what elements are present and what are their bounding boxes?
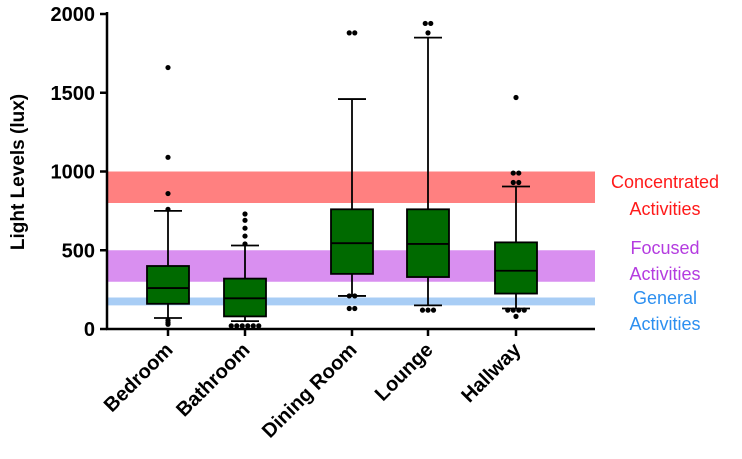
outlier-dining-room-3	[352, 293, 358, 299]
category-label-dining-room: Dining Room	[258, 339, 362, 443]
outlier-bedroom-6	[165, 64, 171, 71]
outlier-bathroom-9	[242, 217, 248, 223]
outlier-hallway-2	[510, 307, 516, 313]
outlier-hallway-1	[505, 307, 511, 313]
box-hallway	[494, 94, 538, 319]
outlier-hallway-8	[516, 170, 522, 176]
labels: Concentrated Activities Focused Activities G…	[611, 172, 719, 334]
outlier-lounge-1	[425, 307, 431, 313]
y-tick-label-500: 500	[62, 240, 95, 262]
outlier-bathroom-0	[228, 323, 234, 329]
outlier-bedroom-3	[165, 206, 171, 212]
outlier-bathroom-1	[234, 323, 240, 329]
outlier-dining-room-0	[346, 305, 352, 312]
box-bedroom	[146, 64, 190, 327]
y-tick-label-1500: 1500	[51, 83, 96, 105]
y-axis-title: Light Levels (lux)	[8, 94, 29, 250]
axes: 0 500 1000 1500 2000 Light Levels (lux) Bedroo…	[8, 4, 595, 443]
outlier-bathroom-2	[239, 323, 245, 329]
outlier-bedroom-2	[165, 321, 171, 327]
outlier-hallway-3	[516, 307, 522, 313]
band-label-general-activities-line2: Activities	[629, 314, 700, 334]
outlier-dining-room-2	[346, 293, 352, 299]
category-label-bathroom: Bathroom	[172, 339, 254, 421]
outlier-bedroom-1	[165, 317, 171, 323]
outlier-lounge-0	[419, 307, 426, 313]
box-body-dining-room	[330, 208, 374, 275]
outlier-lounge-3	[425, 30, 431, 36]
outlier-lounge-2	[430, 307, 437, 313]
band-label-focused-activities-line1: Focused	[630, 238, 699, 258]
band-label-focused-activities-line2: Activities	[629, 264, 700, 284]
band-label-concentrated-activities-line2: Activities	[629, 199, 700, 219]
outlier-lounge-4	[422, 20, 428, 27]
y-tick-label-2000: 2000	[51, 4, 96, 26]
box-body-hallway	[494, 241, 538, 295]
outlier-bathroom-6	[242, 241, 248, 247]
outlier-bedroom-4	[165, 190, 171, 197]
outlier-hallway-7	[510, 170, 516, 176]
y-tick-label-1000: 1000	[51, 162, 96, 184]
band-label-concentrated-activities-line1: Concentrated	[611, 172, 719, 192]
category-label-lounge: Lounge	[371, 339, 438, 406]
outlier-dining-room-5	[352, 30, 358, 36]
outlier-hallway-9	[513, 94, 519, 101]
outlier-dining-room-4	[346, 30, 352, 36]
band-label-general-activities-line1: General	[633, 288, 697, 308]
box-body-bedroom	[146, 265, 190, 305]
outlier-hallway-0	[513, 313, 519, 319]
outlier-bathroom-5	[256, 323, 262, 329]
box-lounge	[406, 20, 450, 313]
category-label-bedroom: Bedroom	[100, 339, 178, 417]
outlier-bathroom-3	[245, 323, 251, 329]
box-bathroom	[223, 211, 267, 329]
outlier-bathroom-7	[242, 233, 248, 239]
outlier-hallway-4	[521, 307, 527, 313]
box-dining-room	[330, 30, 374, 312]
outlier-bathroom-10	[242, 211, 248, 217]
outlier-lounge-5	[428, 20, 434, 27]
y-tick-label-0: 0	[84, 319, 95, 341]
outlier-hallway-6	[516, 179, 522, 186]
category-label-hallway: Hallway	[457, 338, 526, 407]
outlier-bathroom-4	[250, 323, 256, 329]
boxes	[146, 20, 538, 329]
outlier-hallway-5	[510, 179, 516, 186]
outlier-dining-room-1	[352, 305, 358, 312]
outlier-bedroom-5	[165, 154, 171, 160]
band-general-activities	[107, 297, 595, 306]
outlier-bathroom-8	[242, 225, 248, 231]
